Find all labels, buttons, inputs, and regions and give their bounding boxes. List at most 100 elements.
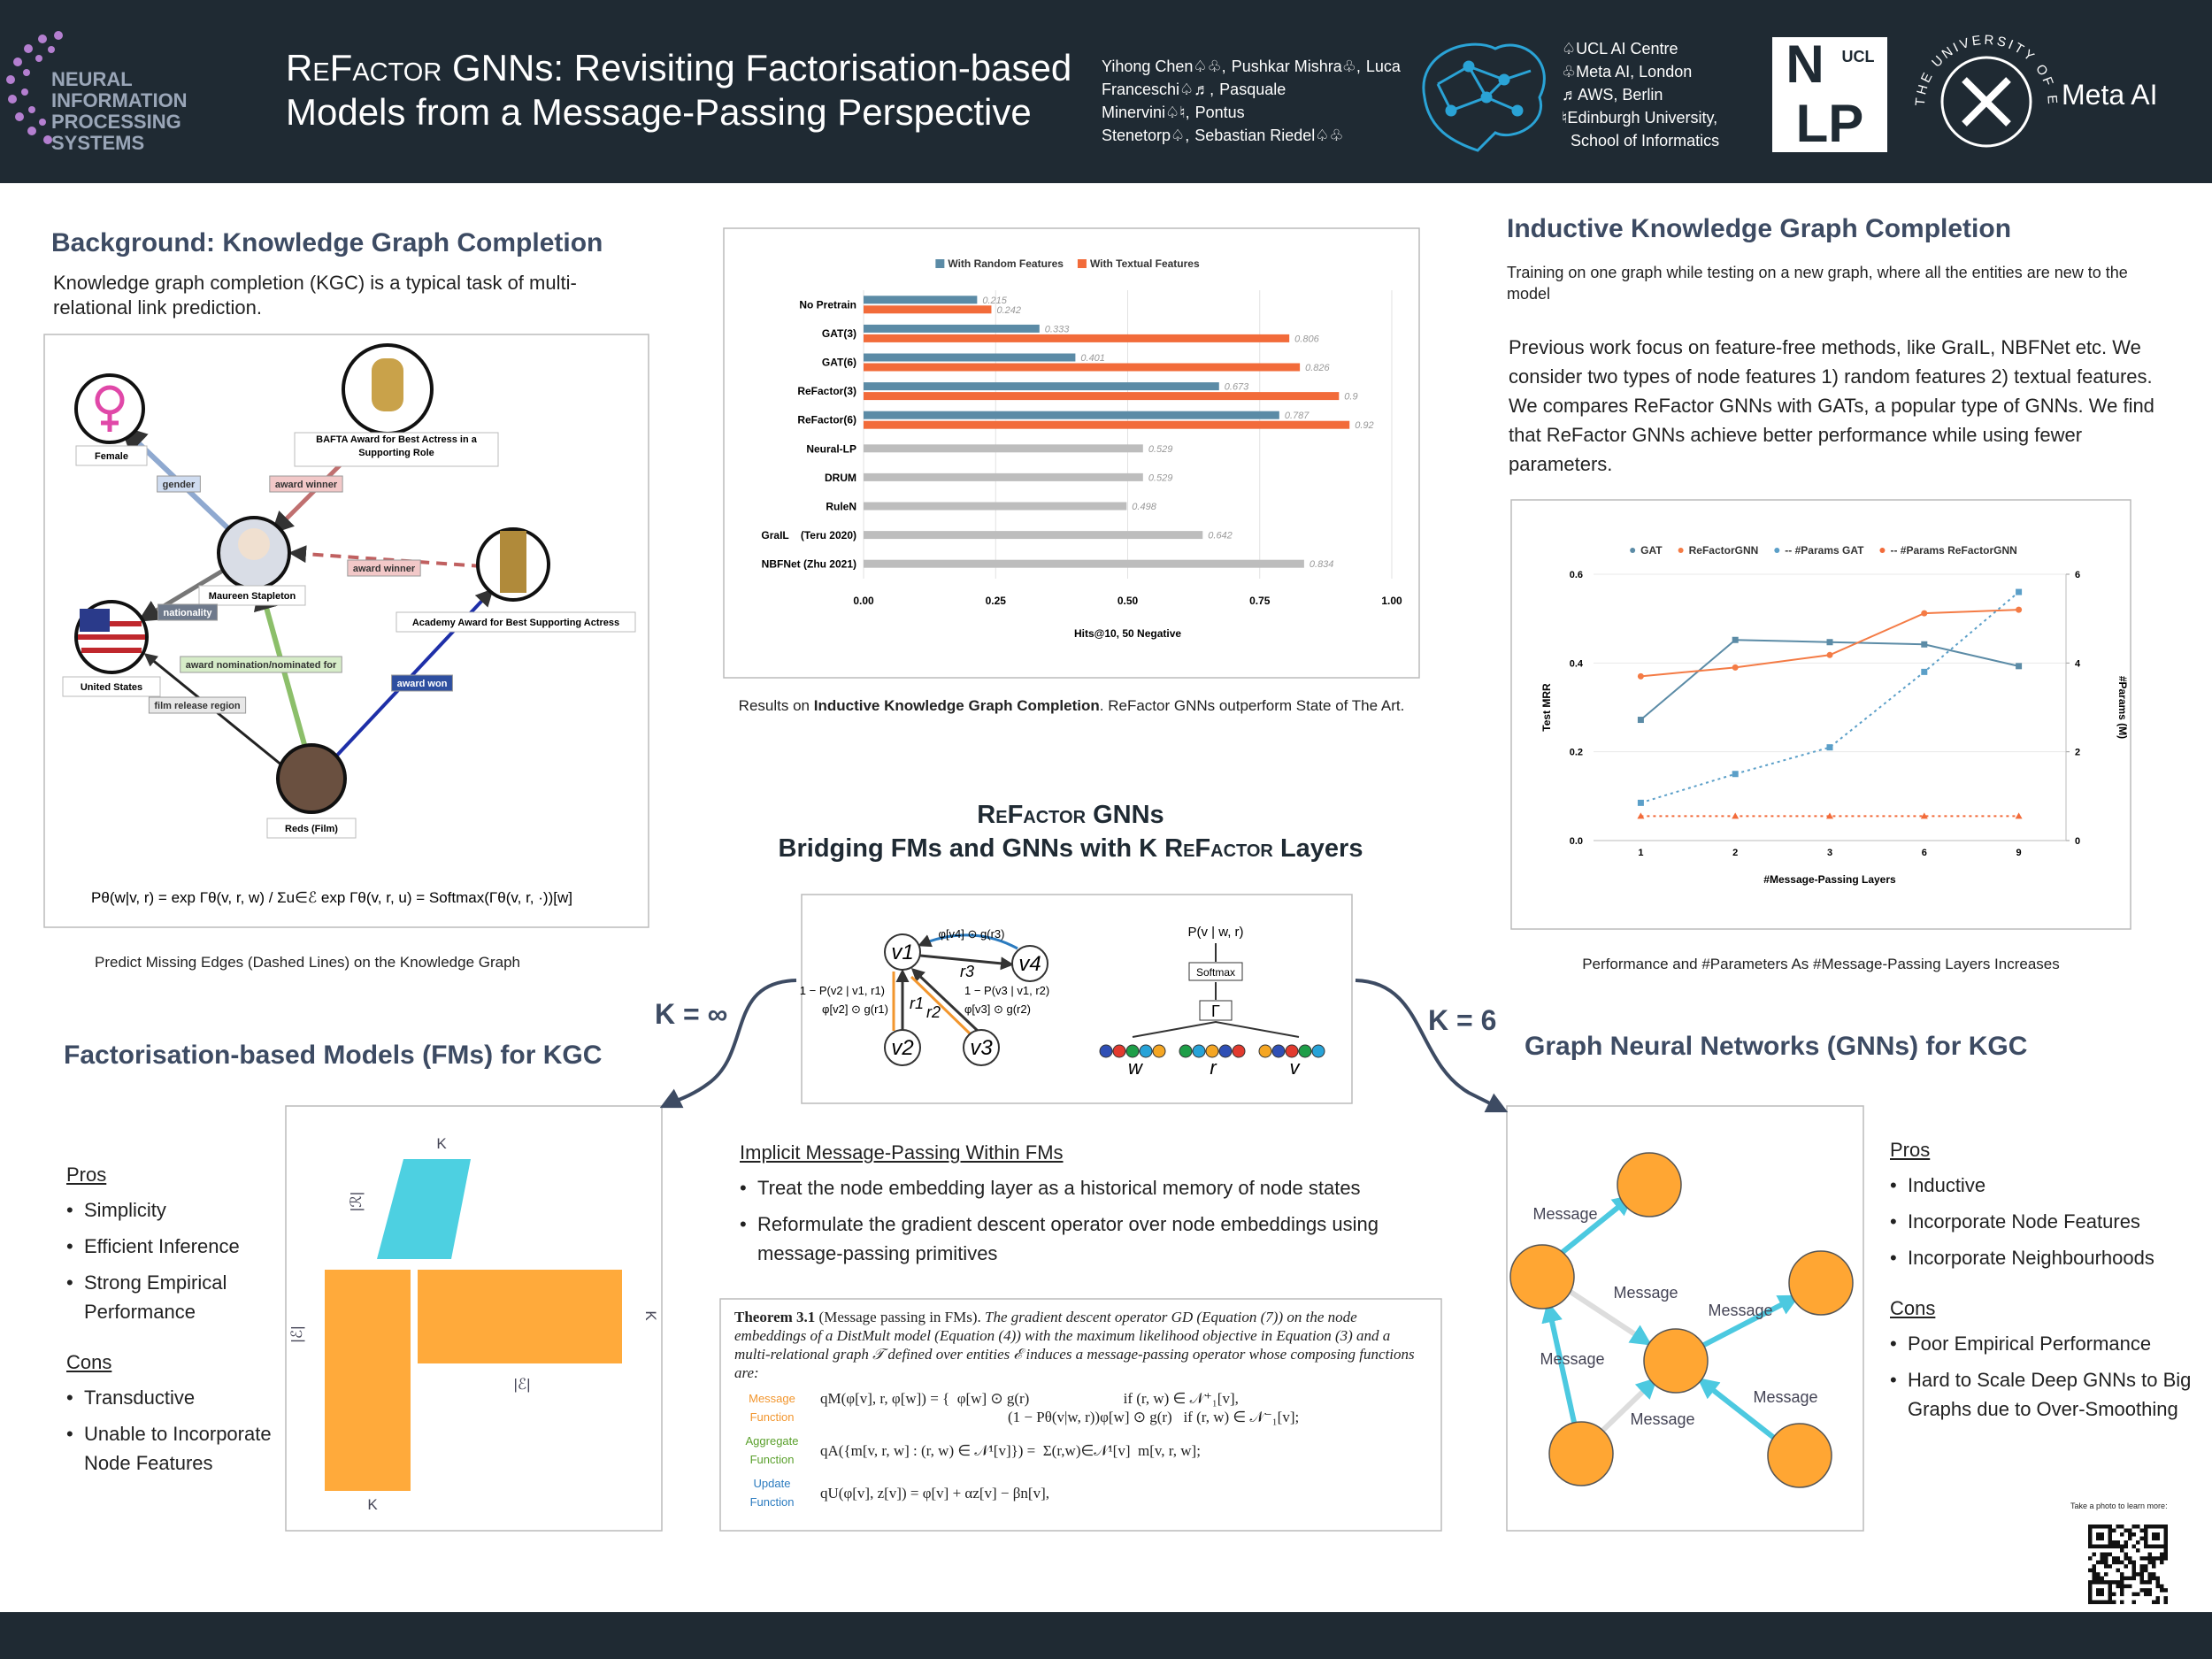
qr-cell	[2120, 1588, 2124, 1593]
legend-label: -- #Params GAT	[1785, 544, 1864, 557]
qr-cell	[2152, 1536, 2156, 1540]
qr-cell	[2116, 1568, 2120, 1572]
theorem-body: The gradient descent operator GD (Equati…	[734, 1309, 1415, 1381]
affiliation: School of Informatics	[1571, 132, 1720, 150]
refactor-diagram	[884, 933, 1325, 1066]
output-label: P(v | w, r)	[1187, 925, 1243, 940]
implicit-section: Implicit Message-Passing Within FMs Trea…	[740, 1141, 1439, 1275]
qr-cell	[2128, 1556, 2132, 1561]
qr-cell	[2128, 1528, 2132, 1532]
point	[1732, 636, 1739, 643]
qr-cell	[2104, 1572, 2108, 1577]
function-label: Message Function	[749, 1392, 795, 1424]
bar	[864, 531, 1203, 540]
point	[1921, 668, 1928, 675]
value-label: 0.242	[996, 305, 1021, 316]
y2-axis-label: #Params (M)	[2116, 676, 2129, 739]
y-tick-label: No Pretrain	[799, 298, 856, 311]
qr-cell	[2163, 1528, 2168, 1532]
qr-cell	[2096, 1592, 2101, 1596]
qr-cell	[2124, 1556, 2128, 1561]
edge-label-box	[269, 475, 343, 493]
qr-cell	[2160, 1556, 2164, 1561]
value-label: 0.215	[982, 296, 1007, 306]
x-tick-label: 0.75	[1249, 595, 1271, 607]
qr-cell	[2155, 1532, 2160, 1537]
bar	[864, 411, 1279, 419]
qr-cell	[2144, 1528, 2148, 1532]
qr-cell	[2136, 1525, 2140, 1529]
line	[1640, 591, 2020, 804]
qr-cell	[2092, 1572, 2096, 1577]
edge-label: gender	[163, 480, 196, 490]
qr-cell	[2108, 1528, 2112, 1532]
qr-cell	[2152, 1556, 2156, 1561]
qr-cell	[2112, 1556, 2116, 1561]
qr-cell	[2131, 1600, 2136, 1604]
node-label-box	[62, 676, 161, 697]
qr-cell	[2108, 1564, 2112, 1569]
point	[1732, 664, 1739, 671]
pros-title: Pros	[66, 1164, 107, 1186]
qr-cell	[2144, 1544, 2148, 1548]
dimension-label: |ℰ|	[513, 1376, 530, 1393]
qr-cell	[2096, 1544, 2101, 1548]
qr-cell	[2155, 1576, 2160, 1580]
x-axis-label: #Message-Passing Layers	[1763, 873, 1896, 886]
qr-cell	[2088, 1596, 2093, 1601]
embedding-cell	[1205, 1044, 1219, 1058]
node-label-box	[266, 818, 357, 839]
qr-cell	[2139, 1580, 2144, 1585]
qr-cell	[2155, 1544, 2160, 1548]
embedding-cell	[1179, 1044, 1193, 1058]
qr-cell	[2092, 1525, 2096, 1529]
bar	[864, 382, 1219, 391]
qr-cell	[2088, 1600, 2093, 1604]
qr-cell	[2088, 1580, 2093, 1585]
theorem-rows: Message Function qM(φ[v], r, φ[w]) = { φ[…	[734, 1389, 1429, 1511]
qr-cell	[2144, 1536, 2148, 1540]
point	[2016, 606, 2023, 613]
qr-cell	[2163, 1525, 2168, 1529]
y2-tick-label: 4	[2075, 658, 2081, 669]
qr-cell	[2144, 1580, 2148, 1585]
message-label: Message	[1708, 1302, 1772, 1319]
node-label-box	[396, 611, 636, 633]
qr-cell	[2147, 1525, 2152, 1529]
embedding-cell	[1311, 1044, 1325, 1058]
x-tick-label: 3	[1827, 848, 1832, 858]
qr-cell	[2147, 1588, 2152, 1593]
nlp-logo-text: N	[1786, 35, 1824, 94]
value-label: 0.834	[1310, 559, 1334, 570]
qr-cell	[2100, 1600, 2104, 1604]
qr-cell	[2100, 1588, 2104, 1593]
qr-cell	[2088, 1584, 2093, 1588]
y-tick-label: 0.6	[1570, 570, 1583, 580]
qr-cell	[2139, 1556, 2144, 1561]
qr-cell	[2108, 1580, 2112, 1585]
section-title: Graph Neural Networks (GNNs) for KGC	[1525, 1032, 2028, 1061]
y2-tick-label: 0	[2075, 836, 2080, 847]
section-text: Knowledge graph completion (KGC) is a ty…	[53, 272, 577, 319]
y-tick-label: 0.4	[1570, 658, 1584, 669]
qr-cell	[2104, 1552, 2108, 1556]
qr-cell	[2147, 1556, 2152, 1561]
qr-cell	[2112, 1540, 2116, 1545]
section-title: Factorisation-based Models (FMs) for KGC	[64, 1041, 603, 1070]
qr-cell	[2147, 1544, 2152, 1548]
function-label: Update Function	[749, 1477, 795, 1509]
edge-label-box	[157, 603, 219, 621]
point	[1637, 717, 1644, 724]
caption-text: Inductive Knowledge Graph Completion	[813, 697, 1100, 714]
list-item: Unable to Incorporate Node Features	[66, 1419, 288, 1478]
qr-cell	[2131, 1544, 2136, 1548]
x-tick-label: 1	[1638, 848, 1643, 858]
author: Sebastian Riedel♤♧	[1194, 127, 1344, 144]
bar	[864, 392, 1340, 401]
edge-label: award winner	[275, 480, 338, 490]
pros-title: Pros	[1890, 1139, 1931, 1161]
point	[1826, 744, 1833, 751]
y-tick-label: ReFactor(3)	[797, 385, 856, 397]
qr-cell	[2163, 1596, 2168, 1601]
